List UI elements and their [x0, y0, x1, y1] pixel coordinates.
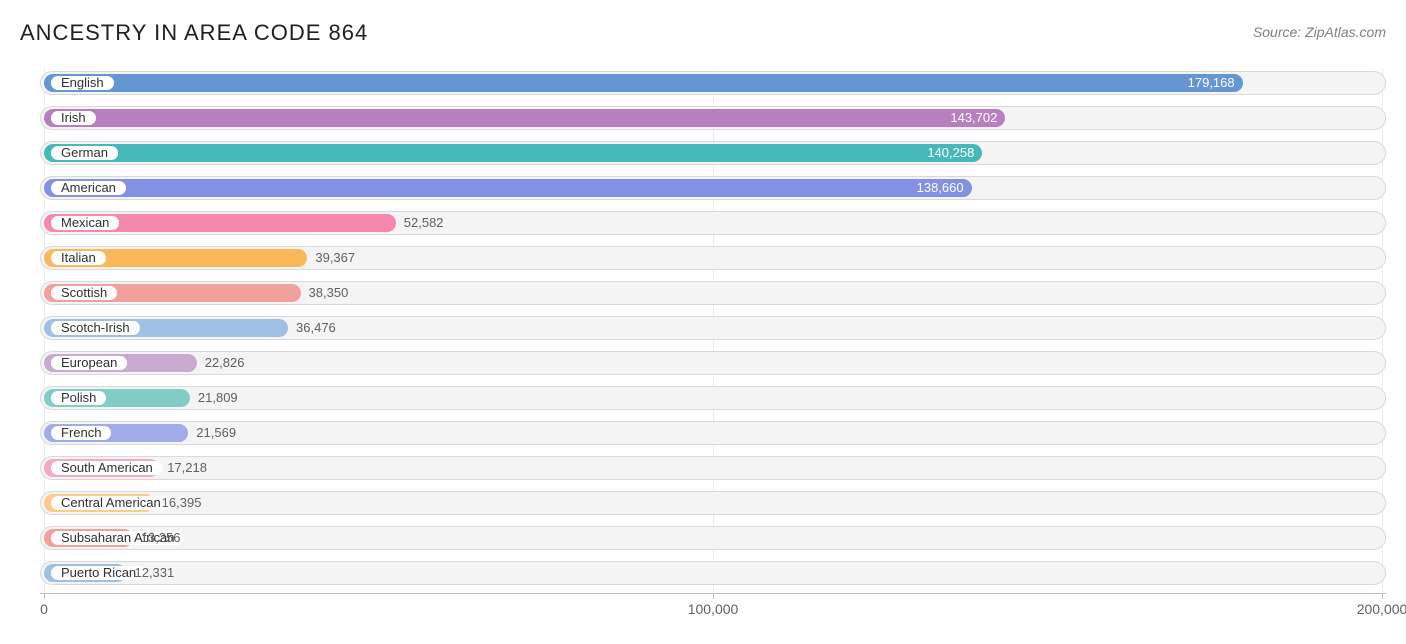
- bar-value-label: 16,395: [162, 495, 202, 510]
- bar-category-pill: American: [51, 181, 126, 195]
- bar-value-label: 38,350: [309, 285, 349, 300]
- bar-category-pill: Mexican: [51, 216, 119, 230]
- bar-row: Puerto Rican12,331: [20, 558, 1386, 588]
- bar-track: [40, 491, 1386, 515]
- axis-tick: [44, 593, 45, 599]
- bar-row: European 22,826: [20, 348, 1386, 378]
- bar-value-label: 21,569: [196, 425, 236, 440]
- bar-value-label: 179,168: [1188, 75, 1235, 90]
- bar-row: English 179,168: [20, 68, 1386, 98]
- bar-row: Polish 21,809: [20, 383, 1386, 413]
- bar-category-pill: English: [51, 76, 114, 90]
- bar-track: [40, 386, 1386, 410]
- bar-fill: [44, 144, 982, 162]
- bar-category-pill: Scotch-Irish: [51, 321, 140, 335]
- bar-row: Scotch-Irish 36,476: [20, 313, 1386, 343]
- bar-fill: [44, 74, 1243, 92]
- bar-row: Italian 39,367: [20, 243, 1386, 273]
- bar-category-pill: South American: [51, 461, 163, 475]
- bar-track: [40, 526, 1386, 550]
- bar-category-pill: European: [51, 356, 127, 370]
- bar-fill: [44, 179, 972, 197]
- bar-row: German 140,258: [20, 138, 1386, 168]
- bar-value-label: 138,660: [917, 180, 964, 195]
- chart-header: ANCESTRY IN AREA CODE 864 Source: ZipAtl…: [20, 20, 1386, 46]
- bar-category-pill: Central American: [51, 496, 171, 510]
- chart-source: Source: ZipAtlas.com: [1253, 24, 1386, 40]
- bar-row: Irish 143,702: [20, 103, 1386, 133]
- bar-row: Central American16,395: [20, 488, 1386, 518]
- axis-tick: [713, 593, 714, 599]
- bar-value-label: 52,582: [404, 215, 444, 230]
- bar-value-label: 140,258: [927, 145, 974, 160]
- bar-category-pill: German: [51, 146, 118, 160]
- axis-tick-label: 100,000: [688, 601, 739, 617]
- bar-track: [40, 456, 1386, 480]
- bar-value-label: 17,218: [167, 460, 207, 475]
- bar-value-label: 143,702: [950, 110, 997, 125]
- bar-category-pill: French: [51, 426, 111, 440]
- axis-tick-label: 200,000: [1357, 601, 1406, 617]
- bar-track: [40, 421, 1386, 445]
- bar-value-label: 21,809: [198, 390, 238, 405]
- bar-value-label: 39,367: [315, 250, 355, 265]
- bar-category-pill: Irish: [51, 111, 96, 125]
- bar-row: American 138,660: [20, 173, 1386, 203]
- x-axis: 0100,000200,000: [20, 593, 1386, 623]
- axis-tick-label: 0: [40, 601, 48, 617]
- bar-track: [40, 561, 1386, 585]
- chart-title: ANCESTRY IN AREA CODE 864: [20, 20, 368, 46]
- bar-category-pill: Puerto Rican: [51, 566, 146, 580]
- bar-category-pill: Polish: [51, 391, 106, 405]
- bar-chart: English 179,168 Irish 143,702 German 140,258 A…: [20, 68, 1386, 623]
- axis-tick: [1382, 593, 1383, 599]
- bar-value-label: 22,826: [205, 355, 245, 370]
- bar-category-pill: Italian: [51, 251, 106, 265]
- bar-value-label: 36,476: [296, 320, 336, 335]
- bar-value-label: 12,331: [134, 565, 174, 580]
- bar-row: French 21,569: [20, 418, 1386, 448]
- bar-fill: [44, 109, 1005, 127]
- bar-category-pill: Scottish: [51, 286, 117, 300]
- bar-row: Subsaharan African13,256: [20, 523, 1386, 553]
- bar-row: South American 17,218: [20, 453, 1386, 483]
- bar-row: Scottish 38,350: [20, 278, 1386, 308]
- bar-row: Mexican 52,582: [20, 208, 1386, 238]
- bar-value-label: 13,256: [141, 530, 181, 545]
